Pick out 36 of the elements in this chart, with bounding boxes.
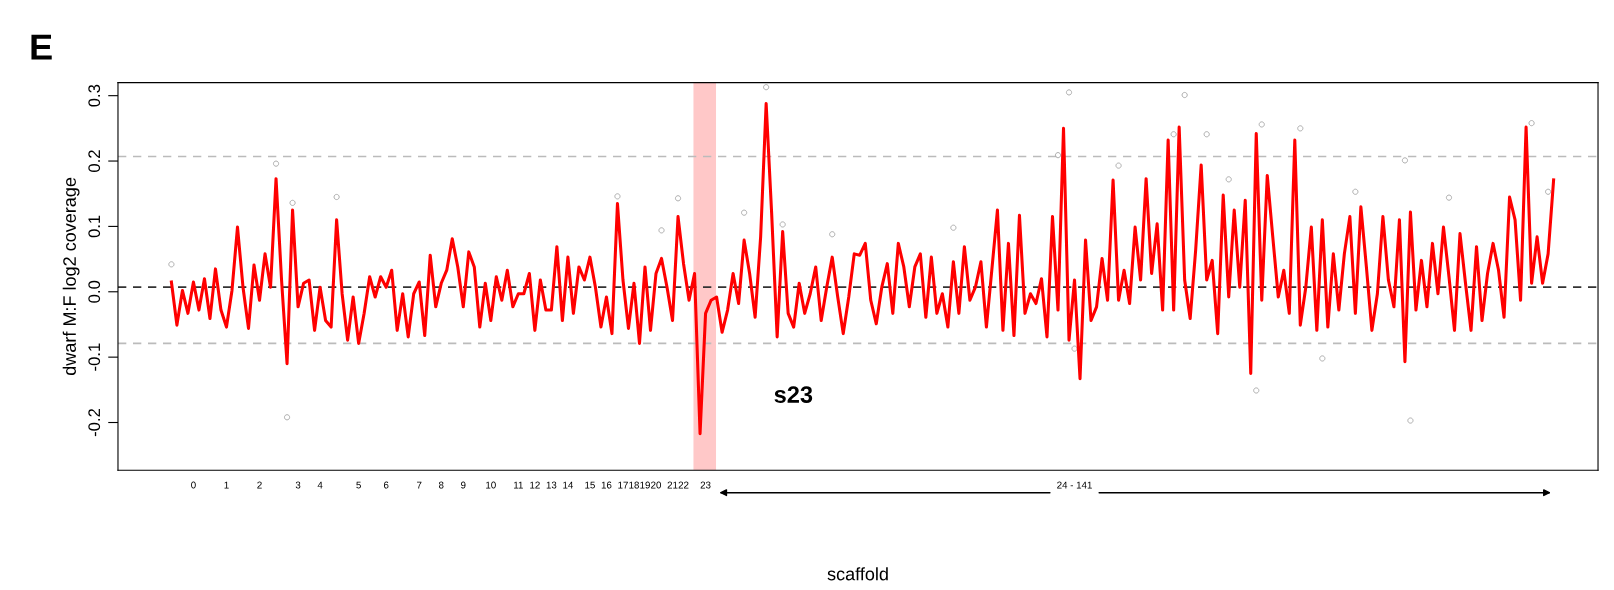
x-tick-label: 12	[530, 481, 540, 489]
x-tick-label: 13	[546, 481, 557, 489]
x-tick-label: 3	[295, 481, 301, 489]
x-tick-label: 17	[618, 481, 628, 489]
x-tick-label: 4	[317, 481, 323, 489]
y-tick-label: 0.3	[88, 84, 101, 107]
y-tick-label: 0.1	[88, 215, 101, 238]
y-tick-label: -0.2	[88, 408, 101, 437]
x-tick-label: 14	[563, 481, 574, 489]
x-tick-label: 11	[514, 481, 523, 489]
y-axis-title: dwarf M:F log2 coverage	[62, 177, 80, 375]
x-tick-label: 24 - 141	[1057, 481, 1092, 489]
y-tick-label: 0.2	[88, 150, 101, 172]
line-series	[169, 101, 1556, 436]
x-tick-label: 19	[640, 481, 650, 489]
x-tick-label: 5	[356, 481, 361, 489]
chart-title: E	[31, 34, 52, 60]
annotation: s23	[774, 386, 813, 403]
x-axis-title: scaffold	[827, 567, 888, 581]
x-tick-label: 0	[191, 481, 196, 489]
y-tick-label: 0.0	[88, 280, 101, 303]
x-tick-label: 16	[601, 481, 612, 489]
x-tick-label: 9	[461, 481, 466, 489]
x-tick-label: 6	[383, 481, 389, 489]
x-tick-label: 23	[700, 481, 711, 489]
x-tick-label: 8	[438, 481, 444, 489]
x-tick-label: 21	[667, 481, 678, 489]
x-tick-label: 18	[629, 481, 639, 489]
x-tick-label: 1	[224, 481, 229, 489]
x-tick-label: 2	[257, 481, 262, 489]
x-tick-label: 7	[417, 481, 422, 489]
x-tick-label: 10	[486, 481, 496, 489]
x-tick-label: 22	[678, 481, 689, 489]
x-tick-label: 15	[585, 481, 595, 489]
x-tick-label: 20	[651, 481, 662, 489]
y-tick-label: -0.1	[88, 343, 101, 371]
